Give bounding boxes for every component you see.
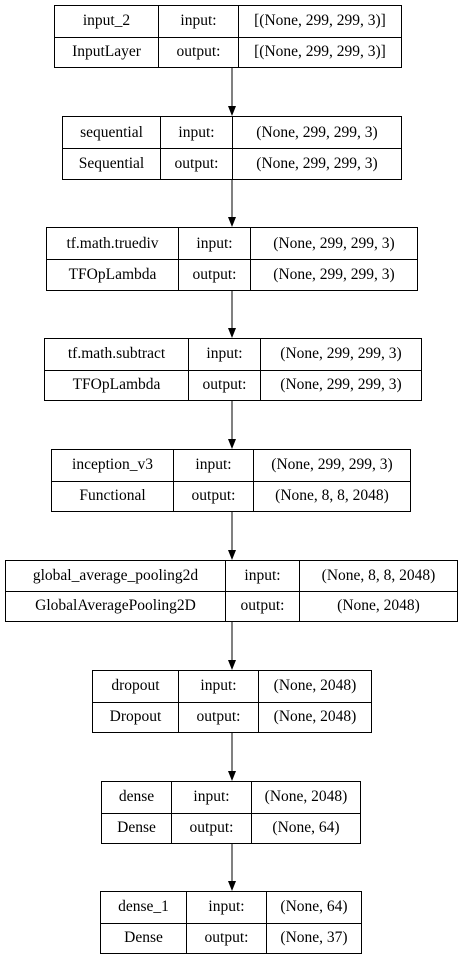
layer-name: input_2 [55,6,159,37]
arrow-head [228,881,236,891]
output-label: output: [179,701,259,732]
layer-input-row: global_average_pooling2d input: (None, 8, … [6,561,457,592]
layer-output-row: Dense output: (None, 37) [101,922,361,953]
arrow-head [228,328,236,338]
input-shape: [(None, 299, 299, 3)] [254,12,386,30]
layer-output-row: TFOpLambda output: (None, 299, 299, 3) [45,369,421,400]
arrow-head [228,439,236,449]
layer-name: dropout [93,671,179,702]
layer-name: tf.math.subtract [45,339,189,370]
output-label: output: [174,480,254,511]
input-label: input: [226,561,300,591]
layer-type: Functional [52,480,174,511]
layer-node: tf.math.subtract input: (None, 299, 299, 3… [44,338,422,401]
input-label: input: [187,892,267,923]
layer-output-row: Functional output: (None, 8, 8, 2048) [52,480,410,511]
layer-output-row: Dense output: (None, 64) [102,812,360,843]
output-label: output: [159,36,239,67]
layer-input-row: dense_1 input: (None, 64) [101,892,361,924]
input-label: input: [172,782,252,813]
output-label: output: [172,812,252,843]
layer-input-row: sequential input: (None, 299, 299, 3) [63,117,401,149]
arrow-head [228,550,236,560]
output-shape: (None, 2048) [337,597,420,614]
layer-type: Dense [101,922,187,953]
output-shape: (None, 299, 299, 3) [256,154,378,172]
input-label: input: [179,671,259,702]
output-shape: (None, 37) [280,928,348,946]
output-label: output: [226,591,300,621]
output-shape: (None, 64) [272,818,340,836]
layer-type: TFOpLambda [47,259,179,290]
output-shape: (None, 2048) [273,707,357,725]
layer-input-row: dropout input: (None, 2048) [93,671,371,703]
arrow-head [228,106,236,116]
layer-node: dropout input: (None, 2048) Dropout output: (… [92,670,372,733]
layer-type: Sequential [63,148,161,179]
input-label: input: [189,339,261,370]
output-shape: (None, 299, 299, 3) [280,375,402,393]
layer-input-row: tf.math.subtract input: (None, 299, 299, 3… [45,339,421,371]
layer-name: dense [102,782,172,813]
layer-node: tf.math.truediv input: (None, 299, 299, 3)… [46,227,418,291]
layer-name: sequential [63,117,161,148]
arrow-head [228,771,236,781]
layer-name: tf.math.truediv [47,228,179,259]
input-label: input: [179,228,251,259]
layer-node: dense_1 input: (None, 64) Dense output: (None… [100,891,362,954]
layer-type: InputLayer [55,36,159,67]
output-label: output: [187,922,267,953]
arrow-head [228,217,236,227]
layer-type: GlobalAveragePooling2D [6,591,226,621]
layer-name: global_average_pooling2d [6,561,226,591]
layer-output-row: TFOpLambda output: (None, 299, 299, 3) [47,259,417,290]
layer-input-row: dense input: (None, 2048) [102,782,360,814]
layer-output-row: GlobalAveragePooling2D output: (None, 2048… [6,591,457,621]
layer-output-row: InputLayer output: [(None, 299, 299, 3)] [55,36,401,67]
input-shape: (None, 299, 299, 3) [256,123,378,141]
input-shape: (None, 299, 299, 3) [280,345,402,363]
input-label: input: [161,117,233,148]
output-shape: (None, 8, 8, 2048) [275,486,389,504]
layer-node: input_2 input: [(None, 299, 299, 3)] InputL… [54,5,402,68]
output-shape: [(None, 299, 299, 3)] [254,42,386,60]
layer-node: sequential input: (None, 299, 299, 3) Seque… [62,116,402,180]
output-shape: (None, 299, 299, 3) [273,265,395,283]
input-shape: (None, 299, 299, 3) [273,234,395,252]
layer-output-row: Dropout output: (None, 2048) [93,701,371,732]
layer-type: TFOpLambda [45,369,189,400]
layer-name: dense_1 [101,892,187,923]
layer-name: inception_v3 [52,450,174,481]
layer-input-row: inception_v3 input: (None, 299, 299, 3) [52,450,410,482]
layer-node: global_average_pooling2d input: (None, 8, … [5,560,458,622]
input-label: input: [159,6,239,37]
layer-output-row: Sequential output: (None, 299, 299, 3) [63,148,401,179]
layer-node: dense input: (None, 2048) Dense output: (None… [101,781,361,844]
arrow-head [228,660,236,670]
input-shape: (None, 64) [280,898,348,916]
input-shape: (None, 2048) [264,788,348,806]
input-label: input: [174,450,254,481]
layer-type: Dense [102,812,172,843]
input-shape: (None, 8, 8, 2048) [321,567,436,584]
output-label: output: [179,259,251,290]
output-label: output: [161,148,233,179]
layer-node: inception_v3 input: (None, 299, 299, 3) Fun… [51,449,411,512]
layer-input-row: tf.math.truediv input: (None, 299, 299, 3) [47,228,417,260]
layer-input-row: input_2 input: [(None, 299, 299, 3)] [55,6,401,38]
input-shape: (None, 2048) [273,677,357,695]
layer-type: Dropout [93,701,179,732]
input-shape: (None, 299, 299, 3) [271,456,393,474]
output-label: output: [189,369,261,400]
